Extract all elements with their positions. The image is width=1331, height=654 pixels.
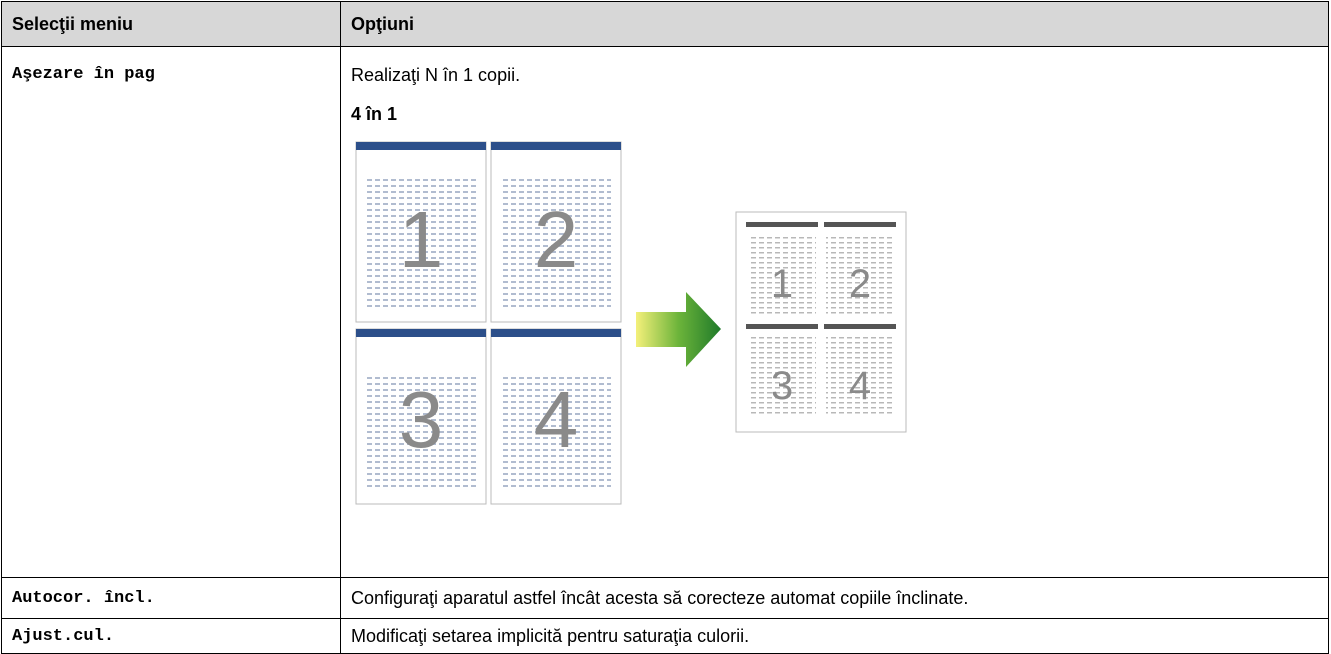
page-number: 4 (849, 364, 871, 408)
page-number: 4 (534, 375, 579, 464)
page-number: 2 (534, 195, 579, 284)
row: Ajust.cul. Modificaţi setarea implicită … (1, 618, 1329, 654)
subheading: 4 în 1 (351, 104, 398, 124)
option-cell: Realizaţi N în 1 copii. 4 în 1 (340, 46, 1329, 578)
option-text: Configuraţi aparatul astfel încât acesta… (340, 577, 1329, 619)
menu-item: Autocor. încl. (1, 577, 341, 619)
header-row: Selecţii meniu Opţiuni (1, 1, 1329, 47)
source-pages: 1 2 3 4 (355, 141, 622, 505)
header-cell: Selecţii meniu (1, 1, 341, 47)
page-number: 3 (399, 375, 444, 464)
page-number: 1 (771, 262, 793, 306)
menu-item: Aşezare în pag (1, 46, 341, 578)
row: Aşezare în pag Realizaţi N în 1 copii. 4… (1, 46, 1329, 578)
page-number: 2 (849, 262, 871, 306)
arrow (636, 292, 721, 367)
illustration: 1 2 3 4 1 2 3 (355, 141, 907, 505)
menu-item: Ajust.cul. (1, 618, 341, 654)
page-number: 3 (771, 364, 793, 408)
header-cell: Opţiuni (340, 1, 1329, 47)
row: Autocor. încl. Configuraţi aparatul astf… (1, 577, 1329, 619)
option-text: Modificaţi setarea implicită pentru satu… (340, 618, 1329, 654)
page-number: 1 (399, 195, 444, 284)
result-page: 1 2 3 4 (735, 211, 907, 433)
option-text: Realizaţi N în 1 copii. (351, 65, 521, 85)
